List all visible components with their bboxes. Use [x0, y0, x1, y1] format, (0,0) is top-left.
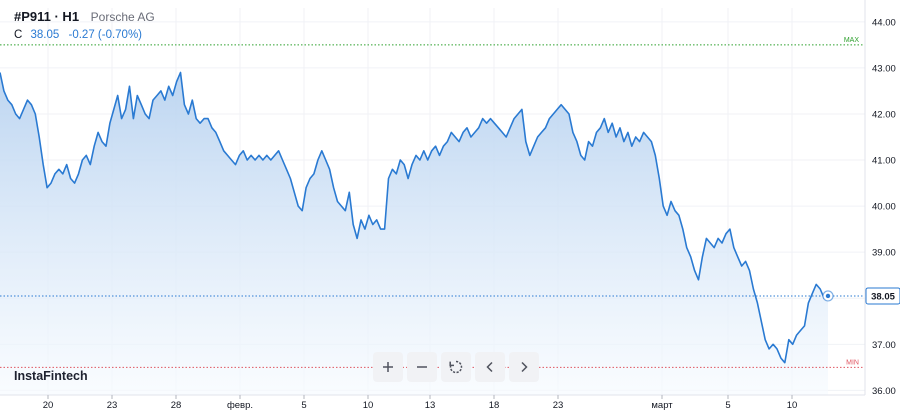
brand-logo: InstaFintech [14, 369, 88, 383]
symbol-label: #P911 · H1 [14, 9, 80, 24]
minus-icon [417, 366, 427, 368]
x-tick-label: 28 [171, 400, 182, 411]
y-tick-label: 44.00 [872, 17, 896, 28]
chevron-left-icon [486, 361, 493, 373]
x-tick-label: 18 [489, 400, 500, 411]
price-area [0, 72, 828, 395]
y-tick-label: 39.00 [872, 248, 896, 259]
y-tick-label: 43.00 [872, 63, 896, 74]
change-value: -0.27 (-0.70%) [68, 29, 143, 41]
last-price-tag-label: 38.05 [871, 291, 895, 302]
x-tick-label: 10 [363, 400, 374, 411]
last-point [825, 293, 831, 299]
y-tick-label: 40.00 [872, 202, 896, 213]
chevron-right-icon [521, 361, 528, 373]
scroll-right-button[interactable] [509, 352, 539, 382]
x-tick-label: 5 [301, 400, 306, 411]
plus-icon [383, 362, 393, 372]
x-axis: 20 23 28 февр. 5 10 13 18 23 март 5 10 [0, 394, 865, 411]
y-tick-label: 42.00 [872, 109, 896, 120]
max-label: MAX [844, 37, 860, 44]
price-line [0, 71, 829, 364]
y-tick-label: 36.00 [872, 386, 896, 397]
x-tick-label: 20 [43, 400, 54, 411]
x-tick-label: март [651, 400, 673, 411]
x-tick-label: 23 [107, 400, 118, 411]
zoom-in-button[interactable] [373, 352, 403, 382]
chart-area [0, 72, 828, 395]
reset-icon [449, 360, 463, 374]
quote-line: C 38.05 -0.27 (-0.70%) [14, 29, 142, 41]
x-tick-label: 5 [725, 400, 730, 411]
y-axis: 44.0043.0042.0041.0040.0039.0038.0037.00… [864, 0, 896, 397]
scroll-left-button[interactable] [475, 352, 505, 382]
min-label: MIN [846, 359, 859, 366]
x-tick-label: 23 [553, 400, 564, 411]
reference-lines: MAX MIN [0, 37, 865, 368]
chart-toolbar [373, 352, 539, 382]
reset-view-button[interactable] [441, 352, 471, 382]
chart-header: #P911 · H1 Porsche AG [14, 9, 155, 24]
zoom-out-button[interactable] [407, 352, 437, 382]
close-value: 38.05 [30, 29, 60, 41]
last-price-tag-box [865, 287, 900, 305]
instrument-name: Porsche AG [90, 10, 155, 24]
x-tick-label: 10 [787, 400, 798, 411]
x-tick-label: 13 [425, 400, 436, 411]
chart-line [0, 71, 834, 364]
close-label: C [14, 29, 23, 41]
y-tick-label: 41.00 [872, 156, 896, 167]
x-tick-label: февр. [227, 400, 253, 411]
last-price-tag: 38.05 [865, 287, 900, 305]
y-tick-label: 37.00 [872, 340, 896, 351]
